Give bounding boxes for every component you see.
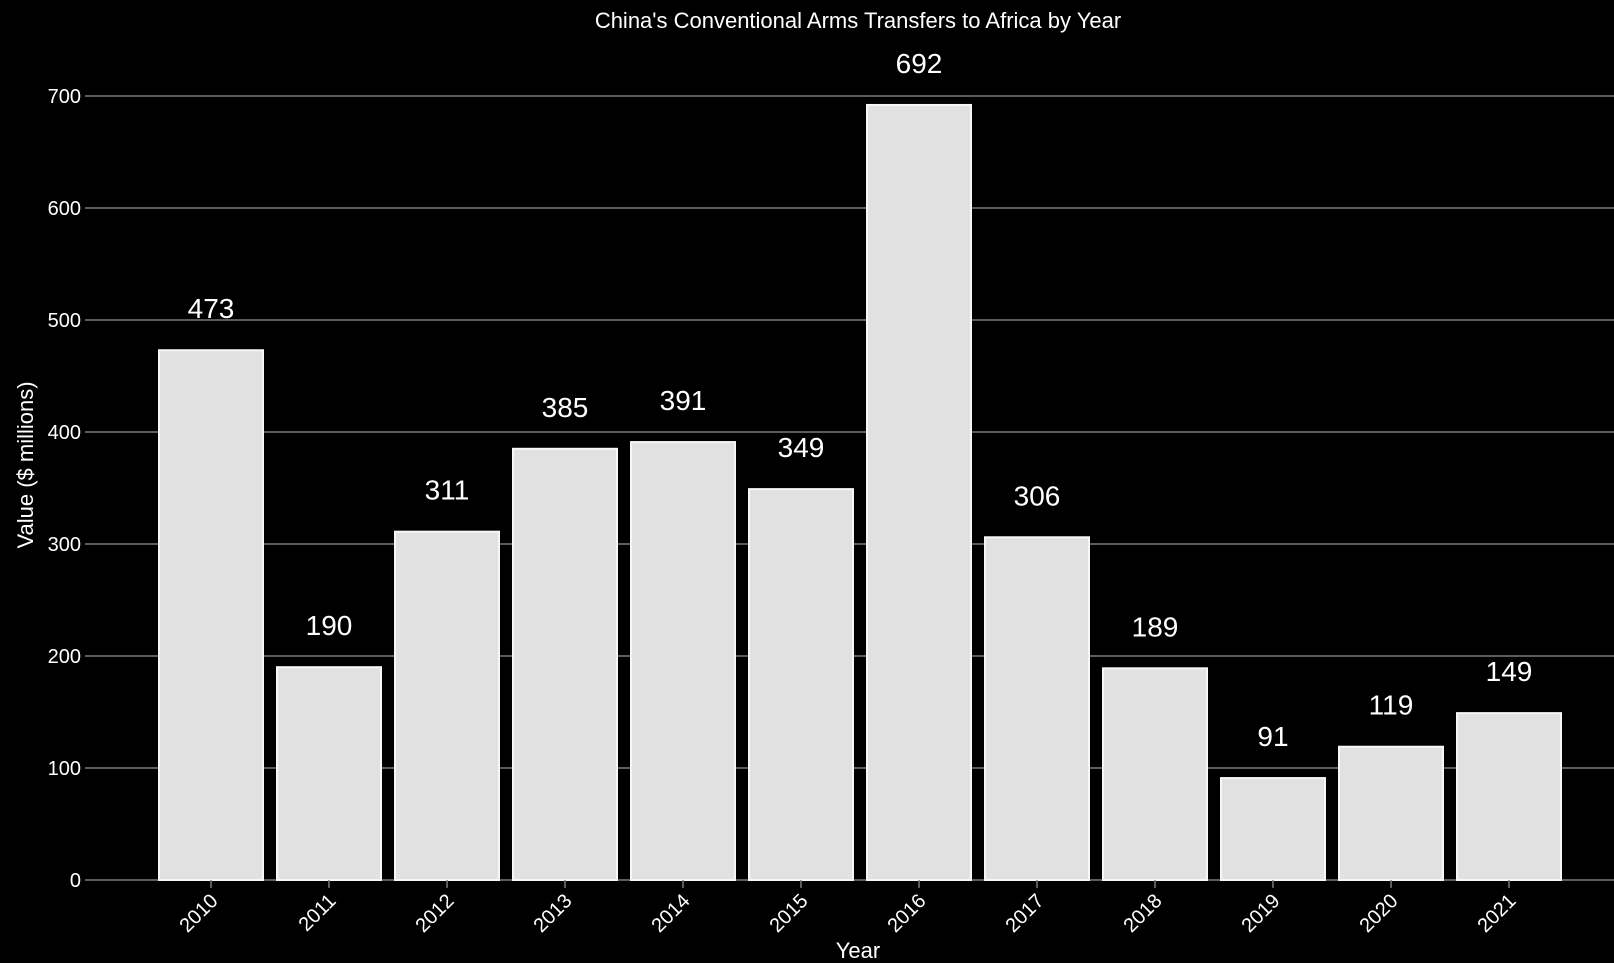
y-tick-label: 300 [48, 534, 81, 556]
bar-2013 [512, 447, 618, 881]
y-axis: 0 100 200 300 400 500 600 700 [48, 86, 93, 892]
chart-title: China's Conventional Arms Transfers to A… [595, 8, 1121, 33]
y-tick-label: 400 [48, 422, 81, 444]
data-label-2020: 119 [1369, 690, 1414, 721]
bar-2019 [1220, 777, 1326, 882]
data-label-2013: 385 [542, 392, 589, 423]
x-axis-title: Year [836, 938, 880, 963]
bar-2015 [748, 488, 854, 881]
bar-2016 [866, 103, 972, 881]
data-label-2011: 190 [306, 610, 353, 641]
bar-2020 [1338, 745, 1444, 881]
y-tick-label: 0 [70, 870, 81, 892]
bar-2021 [1456, 712, 1562, 881]
bar-2011 [276, 666, 382, 882]
y-axis-title: Value ($ millions) [13, 381, 38, 548]
data-label-2021: 149 [1486, 656, 1533, 687]
data-label-2015: 349 [778, 432, 825, 463]
y-tick-label: 600 [48, 198, 81, 220]
bar-2018 [1102, 667, 1208, 881]
data-label-2016: 692 [896, 48, 943, 79]
data-label-2019: 91 [1257, 721, 1288, 752]
bar-2010 [158, 349, 264, 881]
data-label-2018: 189 [1132, 611, 1179, 642]
y-tick-label: 200 [48, 646, 81, 668]
y-tick-label: 500 [48, 310, 81, 332]
bar-2017 [984, 536, 1090, 882]
bar-2014 [630, 441, 736, 881]
bars [158, 103, 1562, 882]
data-label-2017: 306 [1014, 480, 1061, 511]
y-tick-label: 100 [48, 758, 81, 780]
data-labels: 473 190 311 385 391 349 692 306 189 91 119 149 [188, 48, 1533, 752]
data-label-2014: 391 [660, 385, 707, 416]
y-tick-label: 700 [48, 86, 81, 108]
data-label-2012: 311 [425, 475, 470, 506]
bar-2012 [394, 530, 500, 881]
data-label-2010: 473 [188, 293, 235, 324]
